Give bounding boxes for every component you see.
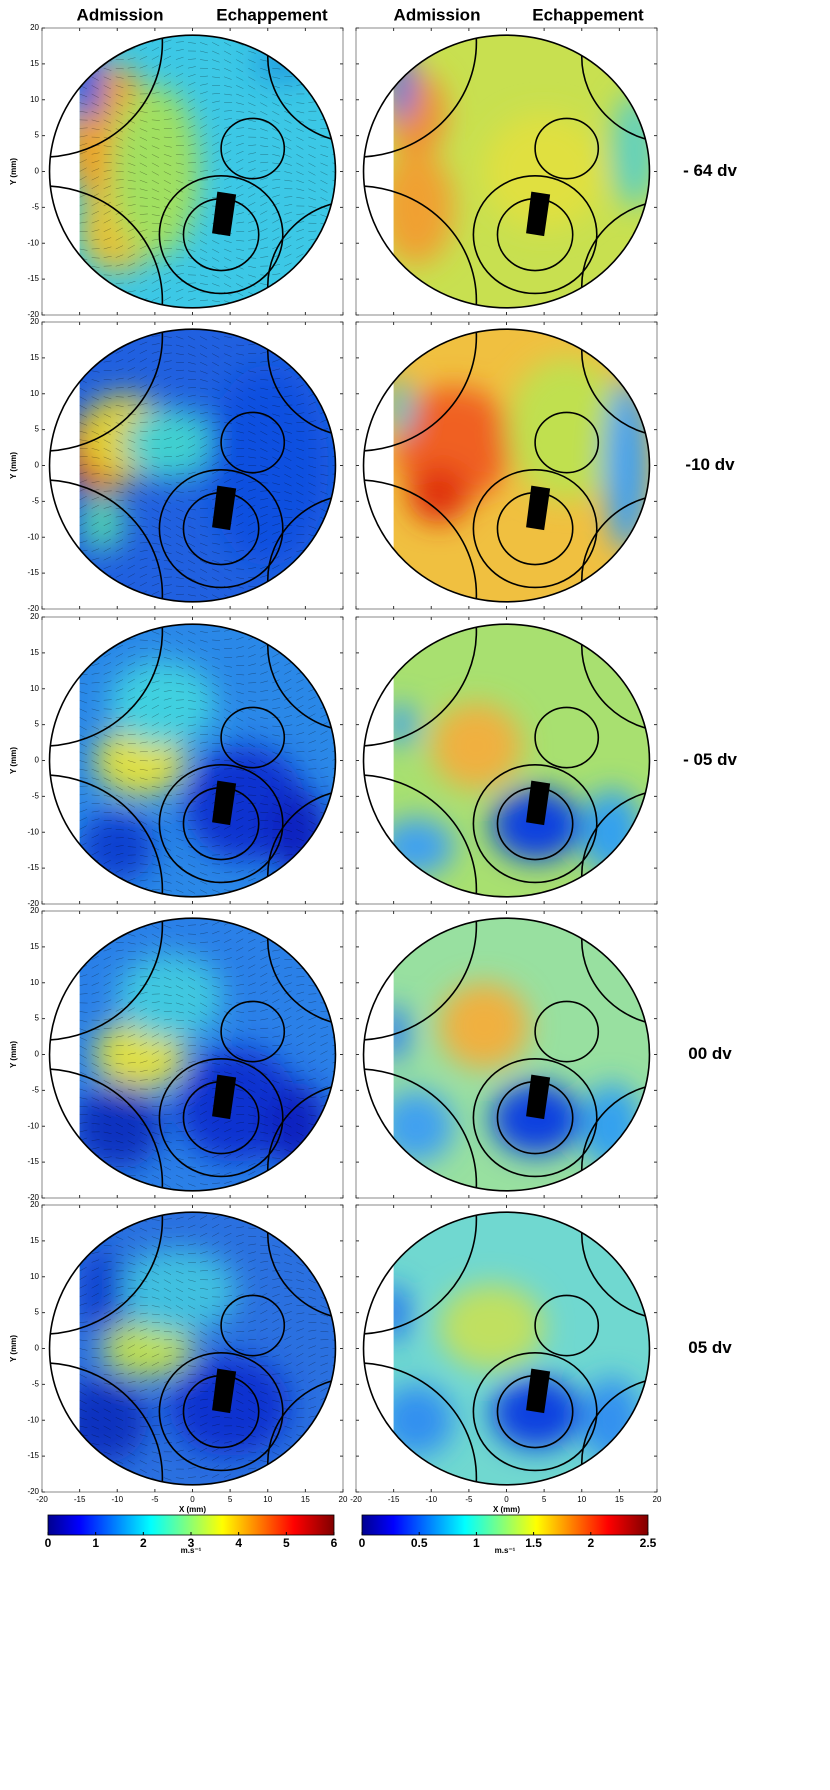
y-tick-label: 0 <box>35 167 40 176</box>
y-tick-label: 15 <box>30 1236 39 1245</box>
y-tick-label: 10 <box>30 978 39 987</box>
y-tick-label: -10 <box>27 1121 39 1130</box>
colorbar-tick-label: 1 <box>473 1536 480 1550</box>
colorbar-unit: m.s⁻¹ <box>181 1546 202 1555</box>
y-tick-label: -15 <box>27 568 39 577</box>
y-tick-label: -5 <box>32 202 40 211</box>
x-tick-label: -15 <box>74 1495 86 1504</box>
x-tick-label: 10 <box>263 1495 272 1504</box>
column-header: Echappement <box>216 5 328 24</box>
colorbar <box>362 1515 648 1535</box>
y-axis-label: Y (mm) <box>9 1335 18 1362</box>
y-tick-label: 20 <box>30 906 39 915</box>
y-axis-label: Y (mm) <box>9 158 18 185</box>
y-tick-label: -15 <box>27 274 39 283</box>
x-tick-label: -5 <box>465 1495 473 1504</box>
x-tick-label: 15 <box>301 1495 310 1504</box>
y-tick-label: -5 <box>32 496 40 505</box>
y-tick-label: 15 <box>30 59 39 68</box>
row-label: -10 dv <box>685 455 735 474</box>
x-tick-label: -5 <box>151 1495 159 1504</box>
colorbar-tick-label: 1 <box>92 1536 99 1550</box>
y-tick-label: 15 <box>30 353 39 362</box>
y-tick-label: 5 <box>35 720 40 729</box>
x-tick-label: 10 <box>577 1495 586 1504</box>
y-tick-label: 5 <box>35 1014 40 1023</box>
y-tick-label: 10 <box>30 95 39 104</box>
y-tick-label: 10 <box>30 389 39 398</box>
y-tick-label: 20 <box>30 612 39 621</box>
x-tick-label: -10 <box>111 1495 123 1504</box>
y-tick-label: -10 <box>27 238 39 247</box>
y-tick-label: -10 <box>27 827 39 836</box>
x-tick-label: 0 <box>504 1495 509 1504</box>
y-tick-label: 0 <box>35 461 40 470</box>
colorbar-tick-label: 0 <box>45 1536 52 1550</box>
x-tick-label: 0 <box>190 1495 195 1504</box>
y-tick-label: 20 <box>30 317 39 326</box>
colorbar-tick-label: 2.5 <box>640 1536 657 1550</box>
x-tick-label: 5 <box>228 1495 233 1504</box>
x-axis-label: X (mm) <box>179 1505 206 1514</box>
y-tick-label: 0 <box>35 1344 40 1353</box>
colorbar-tick-label: 5 <box>283 1536 290 1550</box>
row-label: 00 dv <box>688 1044 732 1063</box>
colorbar-unit: m.s⁻¹ <box>495 1546 516 1555</box>
y-tick-label: 10 <box>30 1272 39 1281</box>
y-tick-label: -20 <box>27 1487 39 1496</box>
y-axis-label: Y (mm) <box>9 452 18 479</box>
column-header: Echappement <box>532 5 644 24</box>
y-tick-label: -15 <box>27 863 39 872</box>
colorbar-tick-label: 0.5 <box>411 1536 428 1550</box>
y-tick-label: -15 <box>27 1451 39 1460</box>
colorbar-tick-label: 0 <box>359 1536 366 1550</box>
x-tick-label: 20 <box>653 1495 662 1504</box>
colorbar-tick-label: 4 <box>235 1536 242 1550</box>
x-axis-label: X (mm) <box>493 1505 520 1514</box>
colorbar-tick-label: 6 <box>331 1536 338 1550</box>
y-axis-label: Y (mm) <box>9 1041 18 1068</box>
x-tick-label: -15 <box>388 1495 400 1504</box>
y-tick-label: 10 <box>30 684 39 693</box>
y-tick-label: -10 <box>27 532 39 541</box>
y-tick-label: -5 <box>32 1085 40 1094</box>
y-tick-label: 0 <box>35 756 40 765</box>
colorbar-tick-label: 2 <box>140 1536 147 1550</box>
column-header: Admission <box>394 5 481 24</box>
x-tick-label: -20 <box>350 1495 362 1504</box>
y-axis-label: Y (mm) <box>9 747 18 774</box>
row-label: 05 dv <box>688 1338 732 1357</box>
colorbar-tick-label: 2 <box>587 1536 594 1550</box>
y-tick-label: -5 <box>32 791 40 800</box>
x-tick-label: -10 <box>425 1495 437 1504</box>
colorbar-tick-label: 1.5 <box>525 1536 542 1550</box>
column-header: Admission <box>77 5 164 24</box>
y-tick-label: 5 <box>35 1308 40 1317</box>
x-tick-label: 15 <box>615 1495 624 1504</box>
row-label: - 64 dv <box>683 161 737 180</box>
y-tick-label: 5 <box>35 131 40 140</box>
y-tick-label: -15 <box>27 1157 39 1166</box>
y-tick-label: -5 <box>32 1379 40 1388</box>
y-tick-label: 15 <box>30 942 39 951</box>
y-tick-label: 20 <box>30 23 39 32</box>
y-tick-label: -10 <box>27 1415 39 1424</box>
y-tick-label: 15 <box>30 648 39 657</box>
x-tick-label: 20 <box>339 1495 348 1504</box>
y-tick-label: 20 <box>30 1200 39 1209</box>
x-tick-label: 5 <box>542 1495 547 1504</box>
row-label: - 05 dv <box>683 750 737 769</box>
y-tick-label: 0 <box>35 1050 40 1059</box>
y-tick-label: 5 <box>35 425 40 434</box>
x-tick-label: -20 <box>36 1495 48 1504</box>
